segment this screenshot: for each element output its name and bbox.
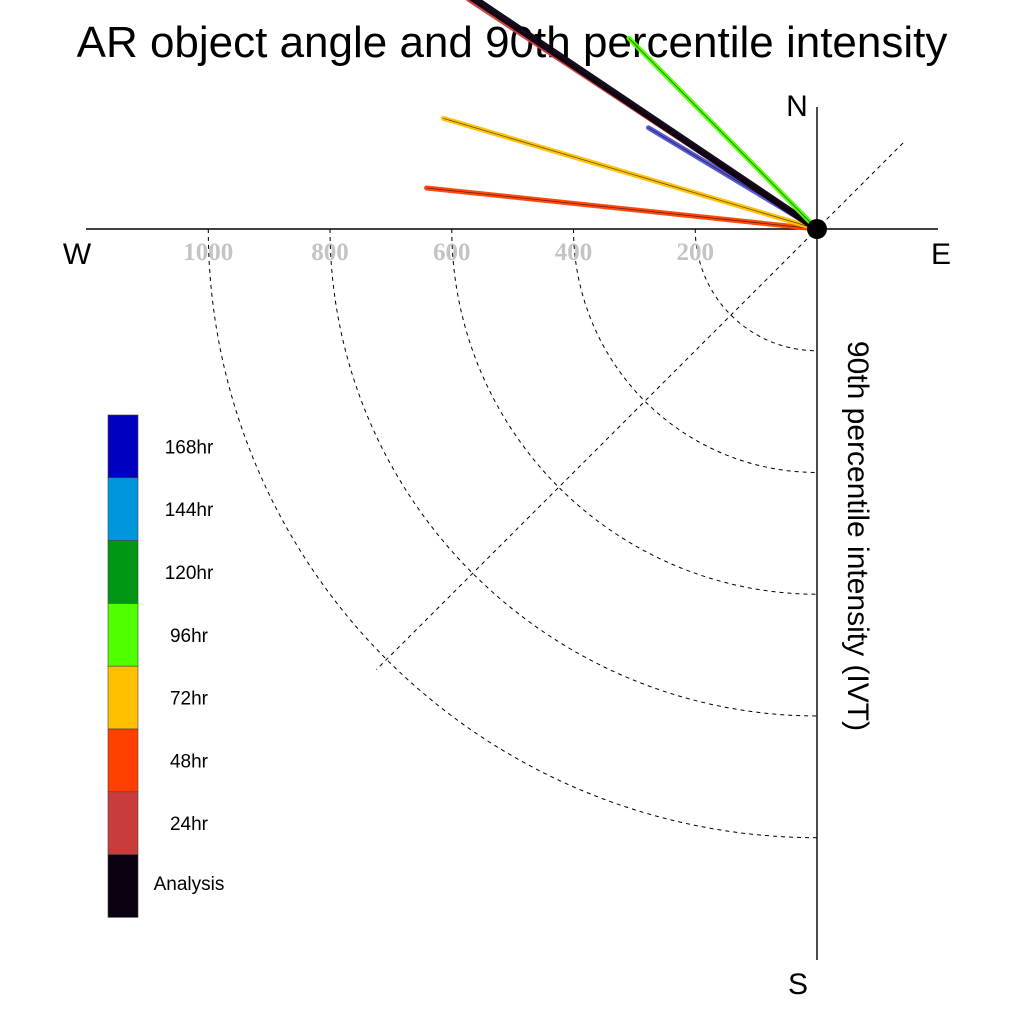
- range-ring: [451, 228, 818, 595]
- range-ring: [329, 228, 818, 717]
- grid-layer: [207, 142, 904, 839]
- legend-label: 120hr: [165, 563, 214, 584]
- origin-marker: [807, 219, 827, 239]
- compass-west-label: W: [63, 238, 92, 271]
- legend-swatch: [107, 728, 139, 793]
- legend-swatch: [107, 603, 139, 667]
- radial-tick-label: 600: [433, 239, 471, 266]
- legend-swatch: [107, 854, 139, 918]
- range-ring: [694, 228, 818, 352]
- legend-swatch: [107, 665, 139, 730]
- radial-tick-label: 200: [677, 239, 715, 266]
- legend-label: Analysis: [154, 874, 225, 895]
- range-ring: [207, 228, 818, 839]
- radial-tick-label: 1000: [183, 239, 233, 266]
- series-line-core: [443, 117, 818, 230]
- radial-tick-labels: 200 400 600 800 1000: [183, 239, 714, 266]
- legend: 168hr 144hr 120hr 96hr 72hr 48hr 24hr Analysis: [107, 414, 225, 918]
- radial-tick-label: 400: [555, 239, 593, 266]
- legend-swatch: [107, 414, 139, 479]
- series-line-core: [426, 187, 818, 230]
- legend-label: 168hr: [165, 437, 214, 458]
- series-line-analysis: [469, 0, 821, 233]
- radial-tick-label: 800: [311, 239, 349, 266]
- series-lines: [424, 0, 821, 233]
- legend-label: 96hr: [170, 626, 209, 647]
- legend-label: 48hr: [170, 751, 209, 772]
- legend-label: 144hr: [165, 500, 214, 521]
- legend-label: 72hr: [170, 689, 209, 710]
- radial-axis-label: 90th percentile intensity (IVT): [841, 341, 874, 731]
- legend-swatch: [107, 540, 139, 604]
- legend-label: 24hr: [170, 814, 209, 835]
- compass-east-label: E: [931, 238, 951, 271]
- legend-swatch: [107, 477, 139, 541]
- compass-south-label: S: [788, 968, 808, 1001]
- legend-swatch: [107, 791, 139, 855]
- series-line-core: [628, 38, 818, 230]
- compass-north-label: N: [786, 90, 808, 123]
- diagonal-gridline: [376, 142, 904, 670]
